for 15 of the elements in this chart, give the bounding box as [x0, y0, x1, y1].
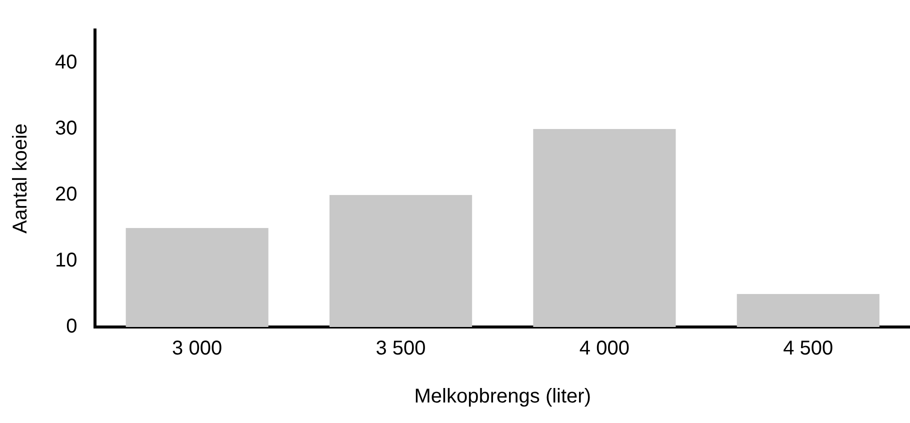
bar	[533, 129, 676, 327]
x-tick-label: 3 000	[172, 338, 222, 360]
x-tick-label: 4 000	[579, 338, 630, 360]
bar	[329, 195, 472, 327]
y-tick-label: 10	[54, 250, 78, 272]
bar	[736, 294, 880, 327]
y-tick-label: 20	[54, 184, 78, 206]
x-axis-title: Melkopbrengs (liter)	[414, 386, 591, 408]
x-tick-label: 3 500	[376, 338, 426, 360]
y-axis-title: Aantal koeie	[10, 123, 32, 234]
y-tick-label: 0	[66, 316, 78, 338]
y-tick-label: 30	[54, 118, 78, 140]
y-tick-label: 40	[54, 52, 78, 74]
bar	[126, 228, 268, 327]
x-tick-label: 4 500	[783, 338, 834, 360]
